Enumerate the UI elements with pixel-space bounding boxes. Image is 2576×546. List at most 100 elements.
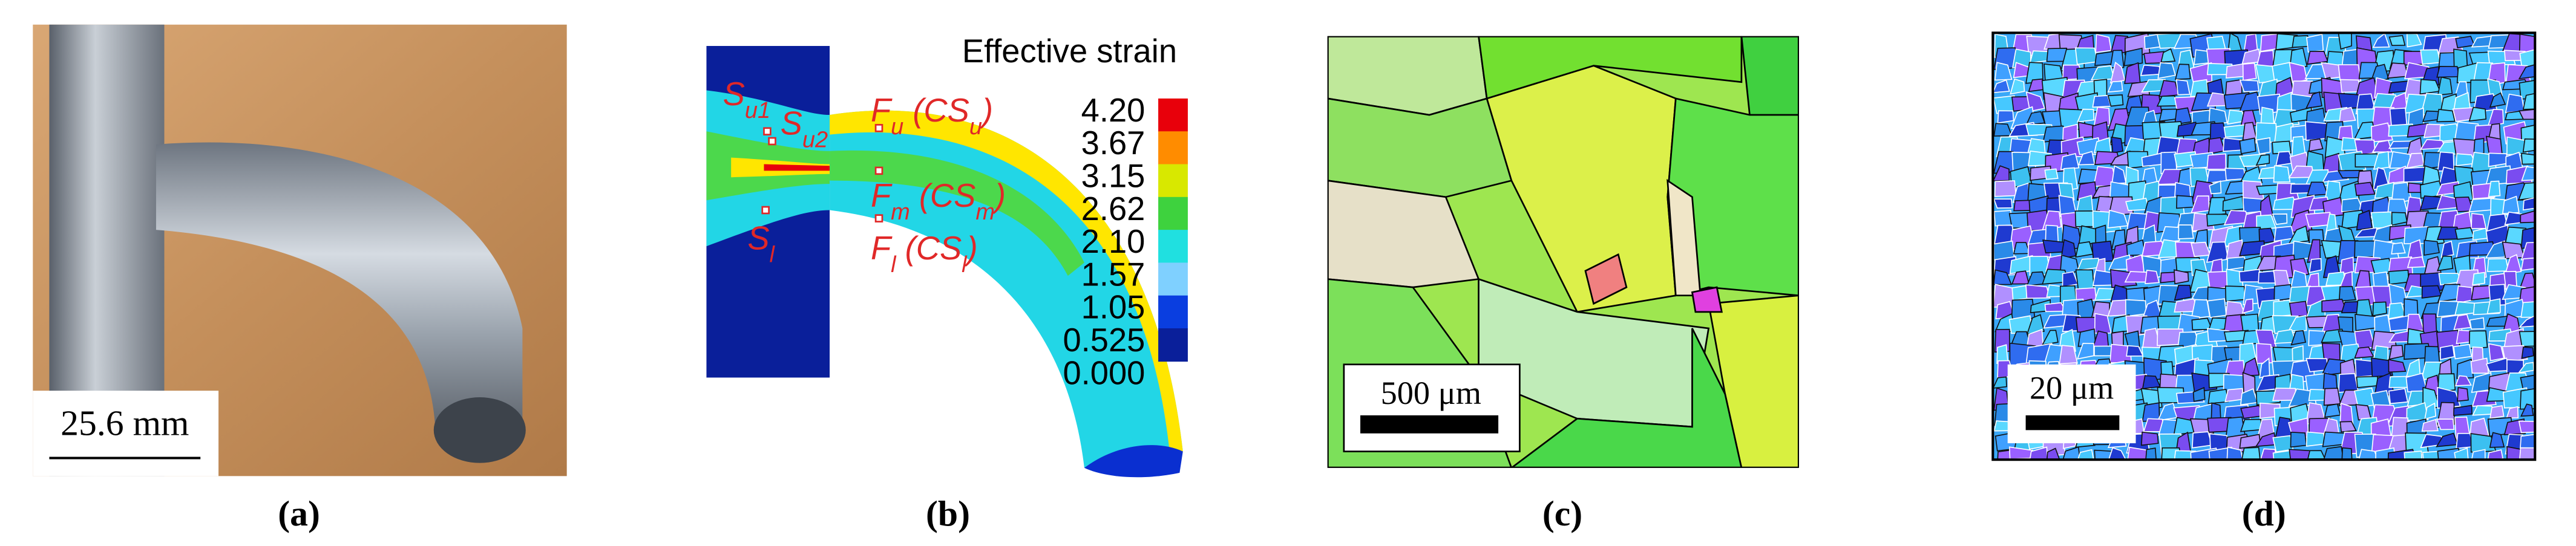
grain	[2207, 298, 2227, 319]
grain	[2486, 258, 2509, 272]
grain	[2520, 388, 2535, 410]
grain	[2536, 418, 2551, 437]
panel-c: 500 μm	[1327, 36, 1799, 468]
probe-point	[763, 127, 772, 135]
grain	[2469, 317, 2485, 330]
grain	[2520, 403, 2534, 417]
grain	[2471, 449, 2486, 460]
grain	[2043, 463, 2060, 484]
grain	[2076, 342, 2094, 360]
grain	[2540, 317, 2553, 329]
legend-level: 2.10	[1081, 223, 1145, 260]
grain	[2112, 465, 2128, 483]
grain	[2424, 239, 2440, 256]
grain	[2521, 166, 2535, 181]
annotation: Fu (CSu)	[871, 92, 993, 140]
grain	[2537, 330, 2558, 342]
annotation-part: F	[871, 177, 893, 214]
grain	[2290, 431, 2307, 448]
annotation-part: F	[871, 230, 893, 267]
grain	[2208, 446, 2234, 460]
grain	[2123, 47, 2143, 67]
grain	[2323, 446, 2344, 460]
annotation-part: S	[723, 76, 745, 112]
grain	[2489, 405, 2505, 419]
grain	[1584, 253, 1628, 305]
grain	[2487, 108, 2504, 127]
grain	[2520, 257, 2535, 271]
scale-text: 25.6 mm	[61, 403, 189, 443]
grain	[2239, 166, 2263, 184]
grain	[2256, 343, 2273, 364]
grain	[2160, 48, 2176, 63]
grain	[2209, 122, 2227, 141]
grain	[2506, 406, 2519, 419]
grain	[2457, 387, 2469, 402]
legend-title: Effective strain	[962, 33, 1177, 70]
grain	[2272, 213, 2288, 225]
grain	[2258, 464, 2283, 478]
legend-level: 4.20	[1081, 92, 1145, 129]
probe-point	[761, 206, 770, 215]
scale-bar	[1360, 415, 1499, 434]
bent-cyan	[830, 110, 1183, 468]
grain	[2242, 357, 2260, 377]
grain	[2107, 94, 2124, 107]
grain	[2289, 62, 2308, 83]
grain	[2421, 285, 2442, 299]
grain	[1993, 79, 2010, 94]
grain	[2370, 63, 2390, 83]
legend-level: 1.05	[1081, 289, 1145, 326]
grain	[2522, 93, 2535, 110]
grain	[2194, 463, 2214, 478]
grain	[2108, 447, 2126, 460]
grain	[2538, 447, 2562, 463]
grain	[2424, 402, 2437, 420]
panel-d: 20 μm	[1991, 31, 2562, 486]
grain	[2537, 124, 2555, 143]
grain	[2520, 242, 2535, 261]
grain	[2453, 405, 2473, 416]
grain	[1691, 286, 1723, 313]
grain	[2522, 197, 2535, 211]
grain	[2109, 50, 2125, 69]
grain	[2505, 463, 2523, 480]
grain	[2158, 464, 2171, 477]
grain	[2092, 95, 2112, 108]
grain	[1993, 165, 2010, 182]
grain	[2453, 343, 2473, 360]
annotation-subscript: u	[969, 114, 982, 140]
grain	[1994, 62, 2013, 81]
scale-box	[1343, 363, 1521, 452]
grain	[2206, 153, 2227, 170]
grain	[2472, 271, 2485, 286]
annotation-subscript: m	[891, 200, 910, 225]
grain	[2437, 255, 2454, 271]
annotation-subscript: l	[962, 252, 968, 278]
grain	[2338, 64, 2362, 84]
grain	[2521, 461, 2532, 476]
panel-label: (c)	[1542, 493, 1582, 533]
grain	[2145, 270, 2160, 285]
grain	[2044, 168, 2059, 180]
grain	[2519, 331, 2535, 347]
grain	[2537, 270, 2551, 291]
grain	[2538, 463, 2561, 486]
grain	[2372, 301, 2387, 317]
grain	[2026, 314, 2045, 335]
legend-level: 3.15	[1081, 158, 1145, 195]
grain	[1997, 110, 2014, 124]
grain	[2406, 401, 2429, 421]
grain	[2403, 166, 2426, 183]
grain	[2240, 418, 2262, 432]
grain	[2517, 362, 2534, 374]
grain	[2010, 78, 2025, 95]
grain	[2075, 241, 2094, 258]
grain	[2388, 359, 2407, 373]
grain	[2141, 464, 2162, 480]
grain	[2371, 357, 2393, 378]
grain	[1993, 376, 2007, 389]
grain	[2437, 373, 2456, 393]
grain	[2538, 346, 2561, 367]
grain	[1327, 180, 1480, 288]
